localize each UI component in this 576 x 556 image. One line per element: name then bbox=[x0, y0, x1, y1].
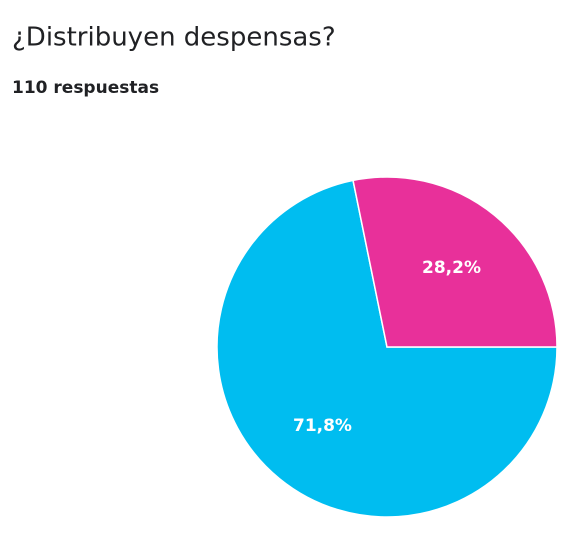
data-label: 28,2% bbox=[422, 258, 481, 278]
chart-title: ¿Distribuyen despensas? bbox=[12, 23, 336, 53]
pie-slice bbox=[216, 179, 558, 518]
chart-subtitle: 110 respuestas bbox=[12, 78, 159, 98]
data-label: 71,8% bbox=[293, 416, 352, 436]
pie-slice bbox=[352, 176, 558, 348]
